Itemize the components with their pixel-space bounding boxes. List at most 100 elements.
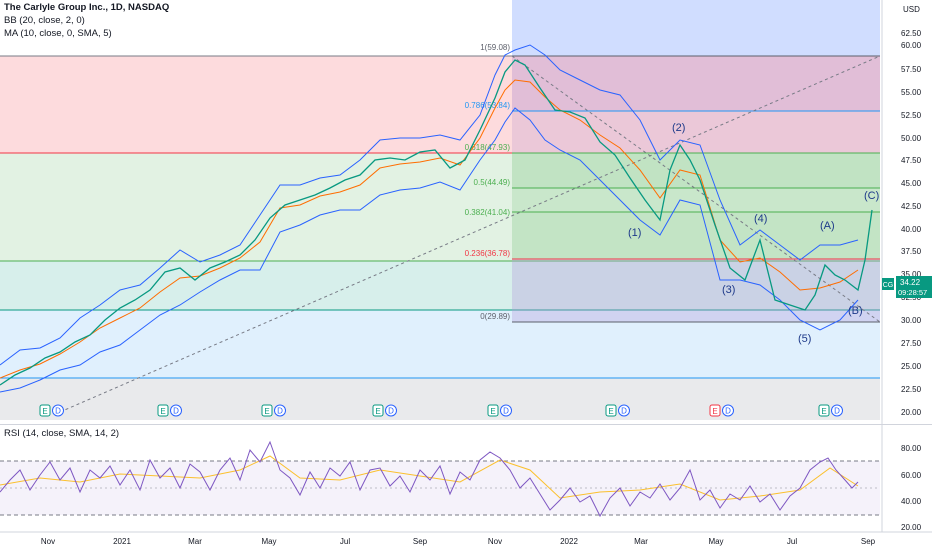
rsi-line <box>0 440 859 518</box>
dividend-label: D <box>55 407 61 416</box>
fib-label: 0.5(44.49) <box>474 178 511 187</box>
earnings-dividend-marker: E D <box>605 404 630 417</box>
price-tick: 45.00 <box>901 179 922 188</box>
fib-zone-gray <box>0 378 880 420</box>
price-ticks: 62.50 60.00 57.50 55.00 52.50 50.00 47.5… <box>901 29 922 417</box>
dividend-icon <box>170 404 182 417</box>
price-tick: 62.50 <box>901 29 922 38</box>
price-tick: 35.00 <box>901 270 922 279</box>
ticker-label: CG <box>883 282 894 289</box>
bb-upper <box>0 44 859 366</box>
dividend-icon <box>52 404 64 417</box>
price-series[interactable] <box>0 59 873 386</box>
fib-label: 0.618(47.93) <box>465 143 511 152</box>
time-tick: Nov <box>41 537 55 546</box>
event-markers[interactable]: E D E D E D E D E D <box>39 404 843 417</box>
wave-label: (C) <box>864 190 879 202</box>
price-tick: 60.00 <box>901 41 922 50</box>
time-tick: 2022 <box>560 537 578 546</box>
rsi-legend[interactable]: RSI (14, close, SMA, 14, 2) <box>4 428 120 439</box>
fib-label: 1(59.08) <box>480 43 510 52</box>
price-tick: 25.00 <box>901 362 922 371</box>
dividend-icon <box>722 404 734 417</box>
earnings-label: E <box>375 407 380 416</box>
pane-separator[interactable] <box>0 424 932 425</box>
bb-basis <box>0 79 859 379</box>
time-tick: May <box>708 537 723 546</box>
price-tick: 57.50 <box>901 65 922 74</box>
last-price: 34.22 <box>900 278 921 287</box>
dividend-icon <box>385 404 397 417</box>
bollinger-bands[interactable] <box>0 44 859 393</box>
earnings-label: E <box>712 407 717 416</box>
earnings-icon <box>605 404 617 417</box>
earnings-dividend-marker: E D <box>39 404 64 417</box>
wave-label: (2) <box>672 122 685 134</box>
countdown: 09:28:57 <box>898 288 927 297</box>
wave-label: (5) <box>798 333 811 345</box>
price-tick: 47.50 <box>901 156 922 165</box>
earnings-icon <box>709 404 721 417</box>
wave-label: (A) <box>820 220 835 232</box>
dividend-icon <box>274 404 286 417</box>
dividend-icon <box>618 404 630 417</box>
price-tick: 40.00 <box>901 225 922 234</box>
trend-line[interactable] <box>59 55 881 413</box>
earnings-dividend-marker: E D <box>157 404 182 417</box>
dividend-icon <box>831 404 843 417</box>
time-tick: Jul <box>340 537 350 546</box>
fib-label: 0(29.89) <box>480 312 510 321</box>
earnings-dividend-marker: E D <box>709 404 734 417</box>
price-tick: 55.00 <box>901 88 922 97</box>
bb-legend[interactable]: BB (20, close, 2, 0) <box>4 15 85 26</box>
time-tick: May <box>261 537 276 546</box>
fib-retracement[interactable]: 1(59.08) 0.786(53.84) 0.618(47.93) 0.5(4… <box>465 0 880 323</box>
wave-label: (4) <box>754 213 767 225</box>
wave-label: (1) <box>628 227 641 239</box>
time-tick: Sep <box>413 537 428 546</box>
elliott-wave-labels: (1) (2) (3) (4) (5) (A) (B) (C) <box>628 122 879 345</box>
time-tick: Mar <box>188 537 202 546</box>
ma-legend[interactable]: MA (10, close, 0, SMA, 5) <box>4 28 112 39</box>
fib-label: 0.236(36.78) <box>465 249 511 258</box>
dividend-label: D <box>173 407 179 416</box>
price-scale[interactable]: USD 62.50 60.00 57.50 55.00 52.50 50.00 … <box>881 0 932 532</box>
fib-zone-blue <box>0 310 880 378</box>
wave-label: (3) <box>722 284 735 296</box>
fib-zone-red <box>0 56 880 153</box>
fib-zone-green <box>0 153 880 261</box>
earnings-label: E <box>160 407 165 416</box>
earnings-label: E <box>42 407 47 416</box>
price-tick: 50.00 <box>901 134 922 143</box>
earnings-icon <box>818 404 830 417</box>
symbol-legend[interactable]: The Carlyle Group Inc., 1D, NASDAQ <box>4 2 170 13</box>
time-tick: Mar <box>634 537 648 546</box>
rsi-tick: 40.00 <box>901 497 922 506</box>
rsi-pane[interactable]: 80.00 60.00 40.00 20.00 <box>0 440 922 532</box>
earnings-dividend-marker: E D <box>372 404 397 417</box>
time-axis[interactable]: Nov 2021 Mar May Jul Sep Nov 2022 Mar Ma… <box>0 531 932 546</box>
time-tick: 2021 <box>113 537 131 546</box>
dividend-label: D <box>277 407 283 416</box>
earnings-icon <box>157 404 169 417</box>
rsi-tick: 20.00 <box>901 523 922 532</box>
rsi-ticks: 80.00 60.00 40.00 20.00 <box>901 444 922 532</box>
dividend-label: D <box>388 407 394 416</box>
price-tick: 42.50 <box>901 202 922 211</box>
earnings-label: E <box>608 407 613 416</box>
time-tick: Jul <box>787 537 797 546</box>
price-tick: 37.50 <box>901 247 922 256</box>
dividend-label: D <box>503 407 509 416</box>
time-tick: Sep <box>861 537 876 546</box>
fib-diagonal[interactable] <box>511 55 881 323</box>
rsi-tick: 60.00 <box>901 471 922 480</box>
price-tick: 27.50 <box>901 339 922 348</box>
earnings-dividend-marker: E D <box>818 404 843 417</box>
earnings-icon <box>261 404 273 417</box>
price-tick: 52.50 <box>901 111 922 120</box>
earnings-icon <box>39 404 51 417</box>
dividend-label: D <box>725 407 731 416</box>
earnings-icon <box>487 404 499 417</box>
